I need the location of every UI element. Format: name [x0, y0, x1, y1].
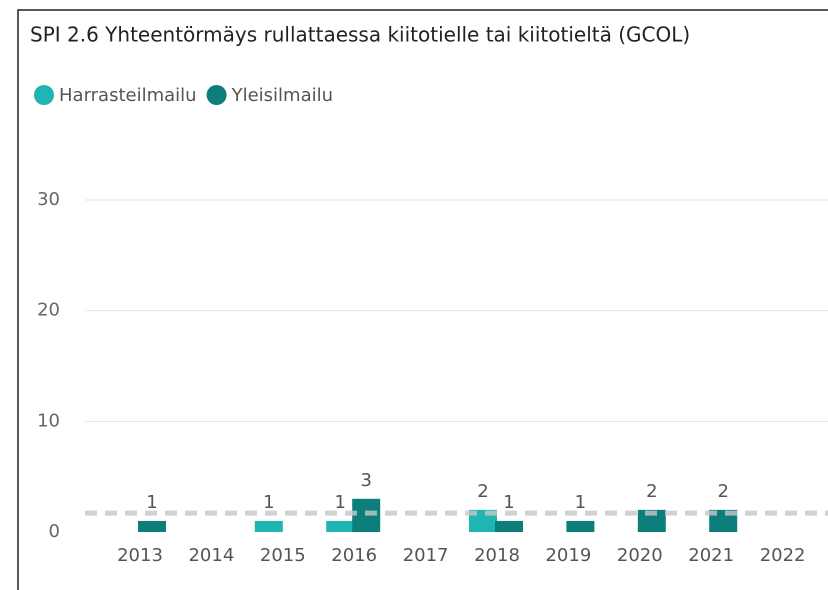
data-label: 1 [503, 492, 514, 513]
data-label: 3 [360, 470, 371, 491]
x-tick-label: 2013 [117, 545, 163, 566]
data-label: 2 [646, 481, 657, 502]
x-tick-label: 2022 [760, 545, 806, 566]
y-tick-label: 30 [37, 189, 60, 210]
x-tick-label: 2017 [403, 545, 449, 566]
data-label: 1 [263, 492, 274, 513]
data-label: 1 [575, 492, 586, 513]
data-label: 1 [334, 492, 345, 513]
data-label: 2 [717, 481, 728, 502]
x-tick-label: 2021 [688, 545, 734, 566]
y-tick-label: 20 [37, 300, 60, 321]
legend-label: Harrasteilmailu [59, 85, 197, 106]
bar [326, 520, 355, 532]
x-tick-label: 2018 [474, 545, 520, 566]
legend-label: Yleisilmailu [231, 85, 333, 106]
bar [495, 520, 523, 532]
chart-title: SPI 2.6 Yhteentörmäys rullattaessa kiito… [30, 23, 690, 47]
data-label: 2 [477, 481, 488, 502]
bar [138, 520, 166, 532]
y-tick-label: 10 [37, 410, 60, 431]
bar [254, 520, 283, 532]
legend-marker [34, 85, 54, 105]
legend-marker [206, 85, 227, 105]
x-tick-label: 2020 [617, 545, 663, 566]
bar [637, 509, 666, 532]
x-tick-label: 2015 [260, 545, 306, 566]
x-tick-label: 2019 [545, 545, 591, 566]
x-tick-label: 2016 [331, 545, 377, 566]
visual-border [17, 9, 828, 590]
data-label: 1 [146, 492, 157, 513]
y-tick-label: 0 [49, 521, 60, 542]
bar [566, 520, 595, 532]
x-tick-label: 2014 [188, 545, 234, 566]
